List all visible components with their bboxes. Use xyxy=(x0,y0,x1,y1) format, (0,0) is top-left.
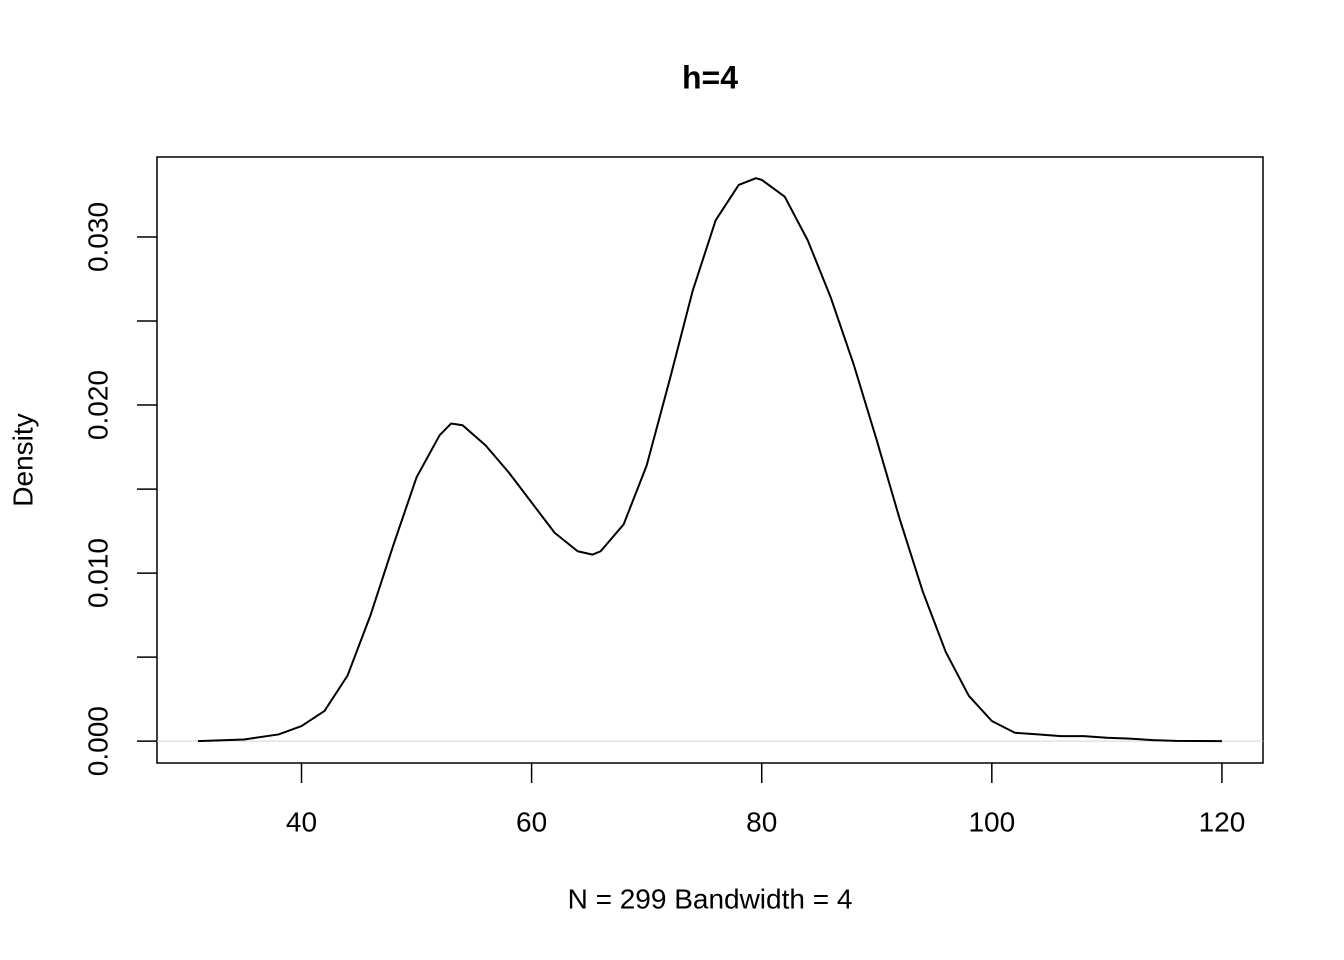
y-axis-label: Density xyxy=(7,413,38,506)
x-tick-label: 120 xyxy=(1199,806,1246,837)
plot-frame xyxy=(156,156,1264,764)
y-tick-label: 0.010 xyxy=(82,538,113,608)
x-tick-label: 40 xyxy=(286,806,317,837)
x-tick-label: 80 xyxy=(746,806,777,837)
density-line xyxy=(197,177,1222,743)
y-tick-label: 0.030 xyxy=(82,202,113,272)
y-tick-label: 0.000 xyxy=(82,706,113,776)
x-tick-label: 60 xyxy=(516,806,547,837)
x-axis-label: N = 299 Bandwidth = 4 xyxy=(568,883,853,914)
chart-title: h=4 xyxy=(682,59,738,95)
x-tick-label: 100 xyxy=(968,806,1015,837)
y-tick-label: 0.020 xyxy=(82,370,113,440)
